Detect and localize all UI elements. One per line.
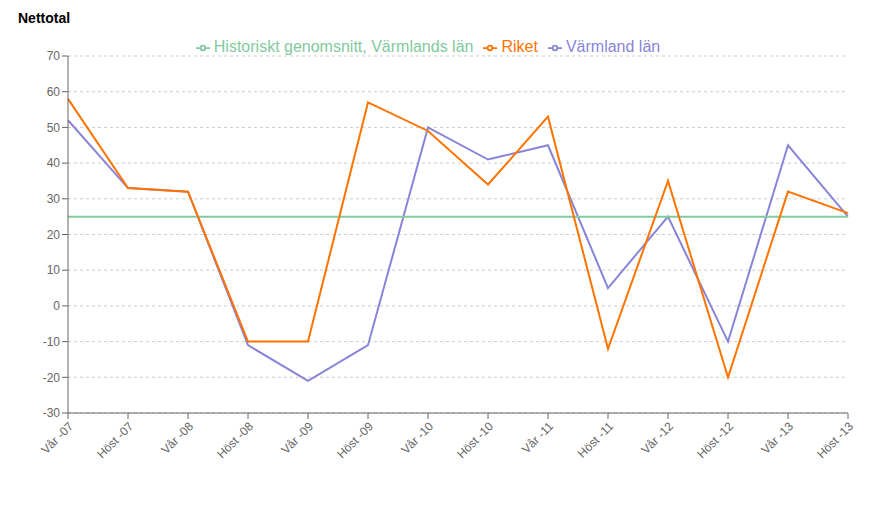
svg-text:40: 40 [47,156,61,170]
svg-text:Vår -09: Vår -09 [278,419,316,457]
svg-text:Vår -10: Vår -10 [398,419,436,457]
html-text:Nettotal: Nettotal [18,10,71,26]
svg-text:Vår -11: Vår -11 [519,419,556,456]
svg-text:Vår -12: Vår -12 [638,419,676,457]
svg-text:-10: -10 [43,335,61,349]
svg-text:10: 10 [47,263,61,277]
html-text:Riket: Riket [501,38,538,55]
svg-text:60: 60 [47,85,61,99]
svg-text:50: 50 [47,121,61,135]
svg-text:Vår -08: Vår -08 [158,419,196,457]
svg-text:Höst -08: Höst -08 [214,419,256,461]
html-text:Värmland län: Värmland län [565,38,661,55]
svg-text:-30: -30 [43,406,61,420]
svg-text:30: 30 [47,192,61,206]
html-text:Historiskt genomsnitt, Värmlan: Historiskt genomsnitt, Värmlands län [213,38,474,55]
svg-text:Vår -13: Vår -13 [758,419,796,457]
svg-text:Höst -13: Höst -13 [814,419,856,461]
svg-text:0: 0 [53,299,60,313]
svg-text:Höst -10: Höst -10 [454,419,496,461]
svg-text:70: 70 [47,49,61,63]
svg-text:Höst -11: Höst -11 [575,419,617,461]
svg-text:Vår -07: Vår -07 [38,419,76,457]
svg-text:Höst -12: Höst -12 [694,419,736,461]
svg-text:Höst -07: Höst -07 [94,419,136,461]
svg-text:-20: -20 [43,371,61,385]
svg-text:20: 20 [47,228,61,242]
svg-text:Höst -09: Höst -09 [334,419,376,461]
